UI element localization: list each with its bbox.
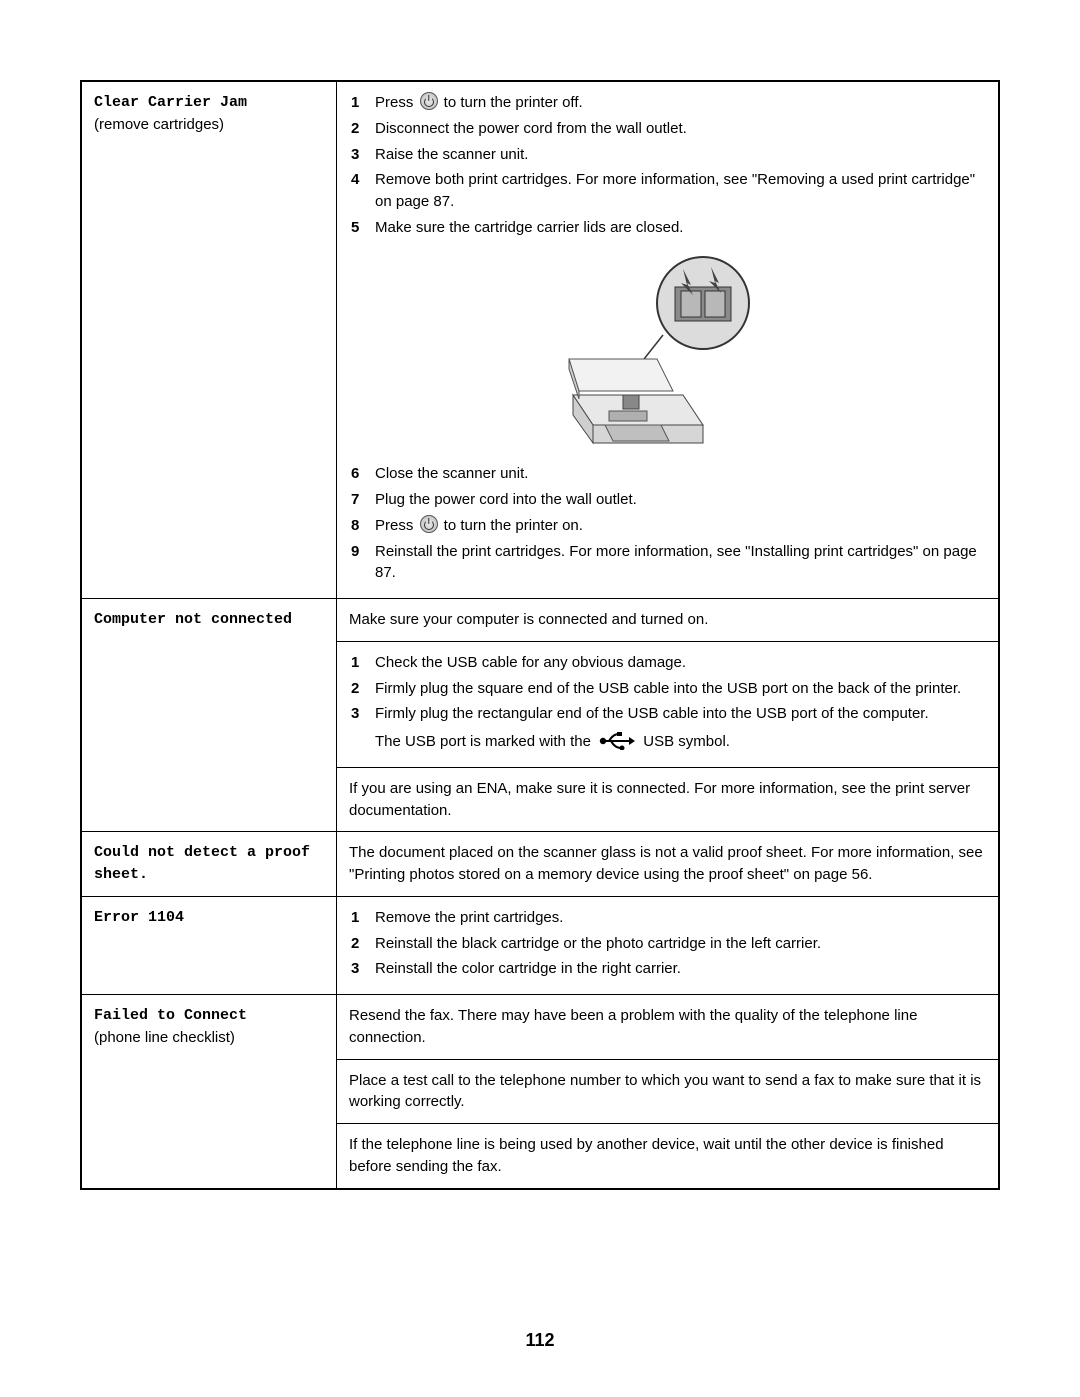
step: Raise the scanner unit. <box>371 144 986 166</box>
text: to turn the printer on. <box>440 517 583 534</box>
step: Press to turn the printer on. <box>371 515 986 537</box>
table-row: Could not detect a proof sheet. The docu… <box>81 832 999 897</box>
step: Check the USB cable for any obvious dama… <box>371 652 986 674</box>
step: Firmly plug the square end of the USB ca… <box>371 678 986 700</box>
steps-list: Press to turn the printer off. Disconnec… <box>349 92 986 239</box>
power-icon <box>420 515 438 533</box>
step: Close the scanner unit. <box>371 463 986 485</box>
step: Remove both print cartridges. For more i… <box>371 169 986 213</box>
text: USB symbol. <box>643 733 730 750</box>
usb-note: The USB port is marked with the USB symb… <box>349 731 986 757</box>
steps-list: Check the USB cable for any obvious dama… <box>349 652 986 725</box>
label-text: Clear Carrier Jam <box>94 94 247 111</box>
row-content: If you are using an ENA, make sure it is… <box>337 767 1000 832</box>
row-label-error-1104: Error 1104 <box>81 896 337 994</box>
manual-page: Clear Carrier Jam (remove cartridges) Pr… <box>0 0 1080 1391</box>
step: Reinstall the color cartridge in the rig… <box>371 958 986 980</box>
text: Press <box>375 517 418 534</box>
step: Firmly plug the rectangular end of the U… <box>371 703 986 725</box>
troubleshooting-table: Clear Carrier Jam (remove cartridges) Pr… <box>80 80 1000 1190</box>
table-row: Clear Carrier Jam (remove cartridges) Pr… <box>81 81 999 599</box>
printer-illustration <box>349 255 986 452</box>
label-subtext: (remove cartridges) <box>94 116 224 133</box>
power-icon <box>420 92 438 110</box>
row-content: Resend the fax. There may have been a pr… <box>337 995 1000 1060</box>
usb-icon <box>599 732 635 757</box>
text: to turn the printer off. <box>440 94 583 111</box>
row-content: Remove the print cartridges. Reinstall t… <box>337 896 1000 994</box>
row-content: Make sure your computer is connected and… <box>337 599 1000 642</box>
steps-list: Remove the print cartridges. Reinstall t… <box>349 907 986 980</box>
table-row: Failed to Connect (phone line checklist)… <box>81 995 999 1060</box>
row-content: Check the USB cable for any obvious dama… <box>337 641 1000 767</box>
row-label-failed-to-connect: Failed to Connect (phone line checklist) <box>81 995 337 1189</box>
row-label-proof-sheet: Could not detect a proof sheet. <box>81 832 337 897</box>
label-subtext: (phone line checklist) <box>94 1029 235 1046</box>
table-row: Error 1104 Remove the print cartridges. … <box>81 896 999 994</box>
step: Press to turn the printer off. <box>371 92 986 114</box>
row-content: Press to turn the printer off. Disconnec… <box>337 81 1000 599</box>
step: Reinstall the black cartridge or the pho… <box>371 933 986 955</box>
row-label-clear-carrier-jam: Clear Carrier Jam (remove cartridges) <box>81 81 337 599</box>
step: Remove the print cartridges. <box>371 907 986 929</box>
label-text: Failed to Connect <box>94 1007 247 1024</box>
step: Reinstall the print cartridges. For more… <box>371 541 986 585</box>
step: Make sure the cartridge carrier lids are… <box>371 217 986 239</box>
row-content: If the telephone line is being used by a… <box>337 1124 1000 1189</box>
text: Press <box>375 94 418 111</box>
row-content: The document placed on the scanner glass… <box>337 832 1000 897</box>
printer-svg <box>563 255 773 445</box>
step: Plug the power cord into the wall outlet… <box>371 489 986 511</box>
table-row: Computer not connected Make sure your co… <box>81 599 999 642</box>
page-number: 112 <box>80 1330 1000 1351</box>
row-label-computer-not-connected: Computer not connected <box>81 599 337 832</box>
text: The USB port is marked with the <box>375 733 595 750</box>
step: Disconnect the power cord from the wall … <box>371 118 986 140</box>
row-content: Place a test call to the telephone numbe… <box>337 1059 1000 1124</box>
steps-list: Close the scanner unit. Plug the power c… <box>349 463 986 584</box>
